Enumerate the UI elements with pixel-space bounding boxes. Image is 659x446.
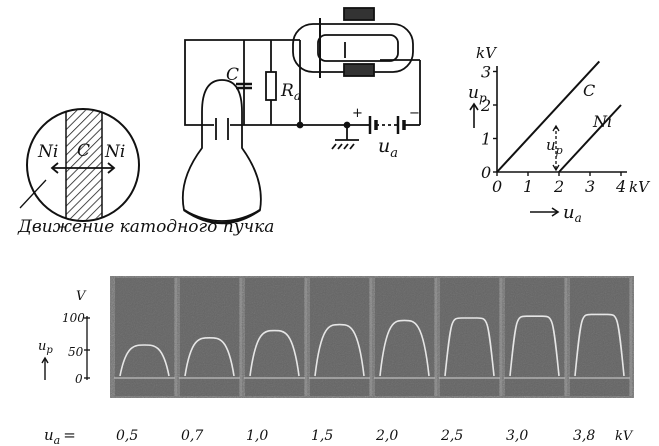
osc-trace <box>574 313 625 377</box>
graph-x-unit: kV <box>629 178 651 196</box>
graph-y-axis-label: up <box>468 83 487 105</box>
target-diagram: Ni C Ni Движение катодного пучка <box>17 108 274 237</box>
curve-c-label: C <box>583 81 595 100</box>
osc-value-label: 0,5 <box>116 428 138 444</box>
plus-sign: + <box>352 106 363 121</box>
osc-value-label: 3,0 <box>506 428 528 444</box>
graph-y-unit: kV <box>476 44 498 62</box>
osc-y-axis <box>84 316 90 380</box>
osc-value-label: 2,0 <box>375 428 398 444</box>
circuit-wire-top <box>184 39 300 126</box>
label-ni-left: Ni <box>37 142 58 162</box>
magnet-bottom <box>343 63 375 77</box>
carbon-strip <box>66 110 102 220</box>
osc-up-arrow-icon <box>41 356 49 380</box>
osc-trace <box>249 329 300 377</box>
graph-x-tick-label: 0 <box>492 177 502 196</box>
double-arrow-icon <box>50 162 116 174</box>
osc-value-label: 1,0 <box>246 428 268 444</box>
osc-tick-100: 100 <box>62 311 85 325</box>
graph-ticks: 0 1 2 3 0 1 2 3 4 kV <box>480 63 651 197</box>
graph-x-tick-label: 2 <box>553 177 564 196</box>
supply-voltage-label: ua <box>378 135 398 161</box>
delta-up-label: up <box>546 136 563 157</box>
resistor-label: Ra <box>280 81 301 103</box>
crt-screen <box>183 209 261 225</box>
graph-x-tick-label: 1 <box>523 177 533 196</box>
label-ni-right: Ni <box>104 142 125 162</box>
osc-panel <box>375 278 434 396</box>
target-circle <box>26 108 140 222</box>
graph-y-tick-label: 0 <box>481 163 491 182</box>
x-axis-arrow-icon <box>530 207 560 217</box>
osc-value-label: 0,7 <box>181 428 203 444</box>
graph-line-c <box>496 60 601 173</box>
osc-tick-0: 0 <box>75 372 83 386</box>
osc-x-row-label: ua = <box>44 426 76 446</box>
osc-trace <box>444 317 495 377</box>
osc-panels <box>114 278 632 396</box>
osc-value-label: 1,5 <box>311 428 333 444</box>
resistor <box>265 71 277 101</box>
curve-ni-label: Ni <box>592 112 612 131</box>
graph-x-tick-label: 3 <box>585 177 595 196</box>
osc-y-axis-label: up <box>38 339 53 356</box>
graph-lines <box>496 60 622 173</box>
osc-trace <box>314 323 365 377</box>
oscillogram: V 100 50 0 up ua = 0,5 0,7 1,0 1,5 2,0 2,5 3,0 3… <box>38 276 634 446</box>
circuit <box>181 7 421 225</box>
osc-trace <box>119 344 170 377</box>
osc-tick-50: 50 <box>68 345 84 359</box>
capacitor-label: C <box>226 65 239 85</box>
crt-tube <box>181 79 262 222</box>
graph-x-tick-label: 4 <box>615 177 626 196</box>
osc-value-label: 2,5 <box>440 428 463 444</box>
osc-panel <box>310 278 369 396</box>
osc-panel <box>115 278 174 396</box>
osc-panel <box>245 278 304 396</box>
delta-arrow-icon <box>552 124 560 172</box>
osc-trace <box>184 336 235 377</box>
graph-y-tick-label: 3 <box>481 63 491 82</box>
osc-value-label: 3,8 <box>573 428 595 444</box>
magnet-top <box>343 7 375 21</box>
osc-trace <box>379 319 430 377</box>
graph-y-tick-label: 2 <box>480 96 491 115</box>
caption-leader-line <box>19 179 47 209</box>
graph-x-axis-label: ua <box>563 202 582 225</box>
osc-trace <box>509 315 560 377</box>
osc-y-unit: V <box>76 289 87 304</box>
y-axis-arrow-icon <box>469 102 479 128</box>
graph-line-ni <box>558 104 622 173</box>
minus-sign: − <box>409 106 420 121</box>
osc-value-unit: kV <box>615 429 634 444</box>
graph-y-tick-label: 1 <box>481 130 491 149</box>
label-c-center: C <box>77 141 90 161</box>
osc-values: 0,5 0,7 1,0 1,5 2,0 2,5 3,0 3,8 <box>116 428 595 444</box>
